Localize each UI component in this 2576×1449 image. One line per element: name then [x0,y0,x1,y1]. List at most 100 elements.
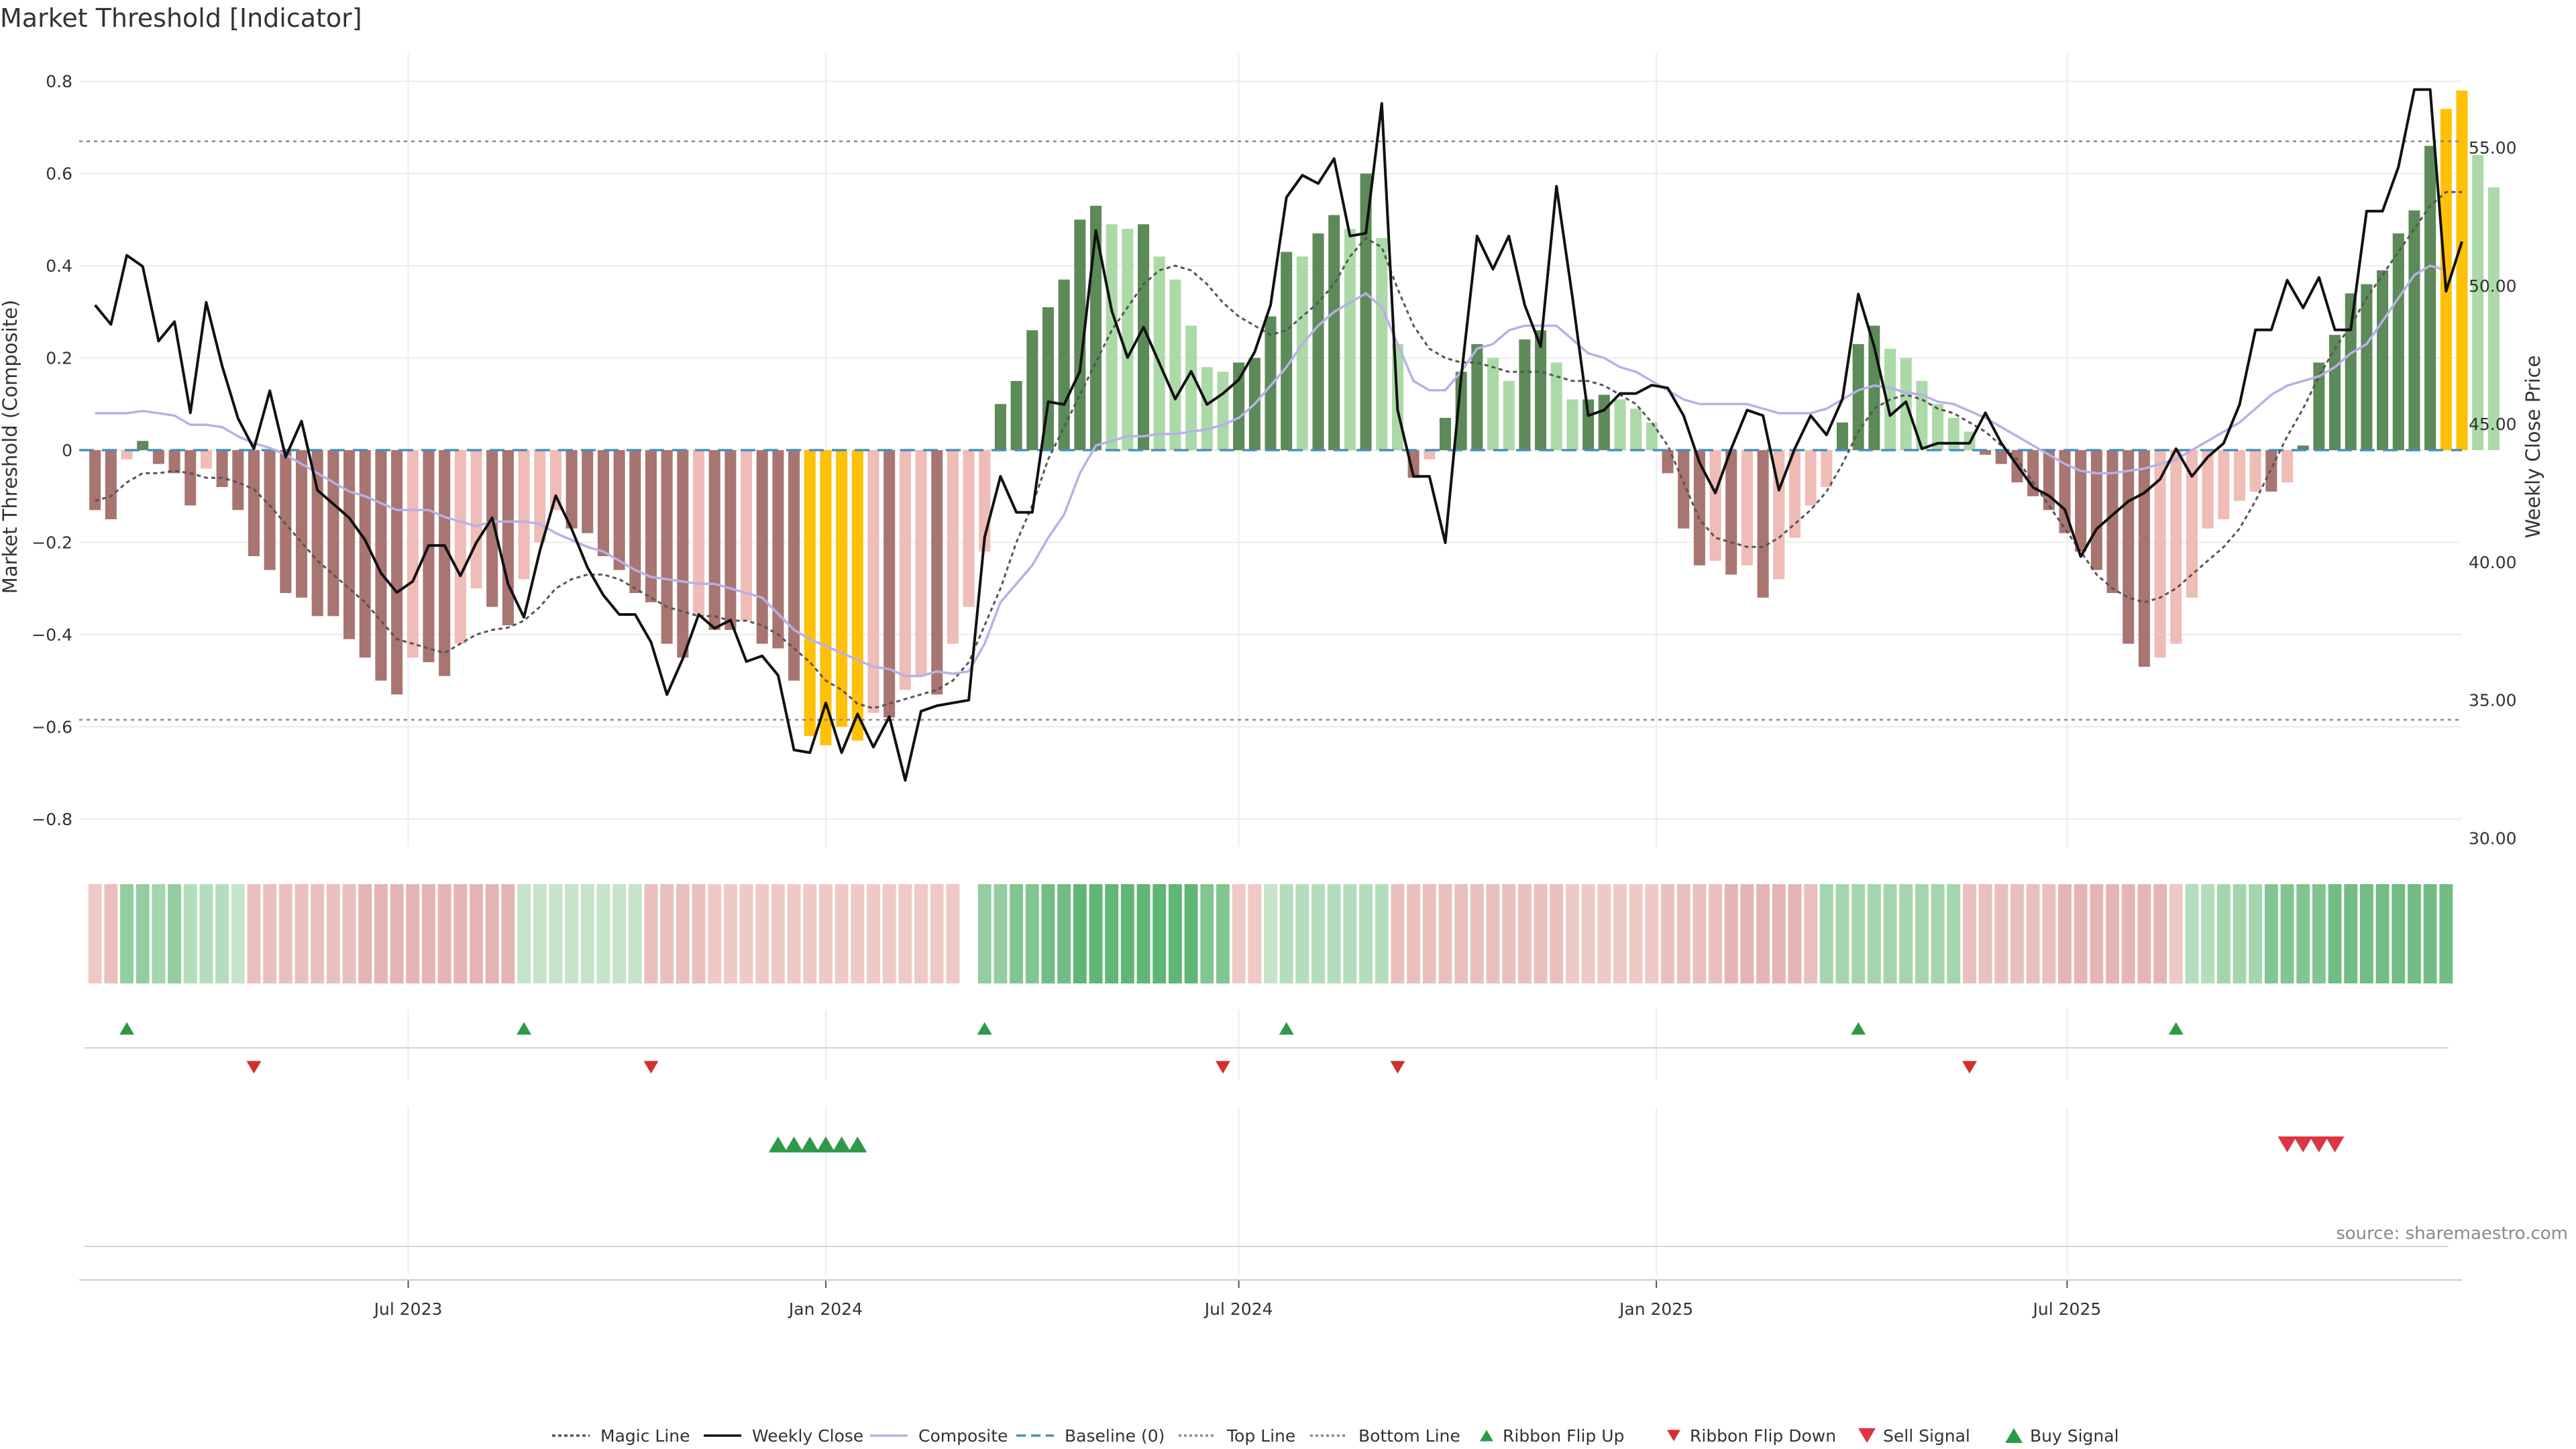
y-right-tick-label: 45.00 [2469,415,2517,434]
ribbon-cell [1105,884,1119,983]
ribbon-cell [1120,884,1134,983]
ribbon-cell [358,884,372,983]
ribbon-flip-down-marker [643,1061,659,1074]
ribbon-flip-up-marker [2168,1022,2184,1035]
ribbon-cell [533,884,547,983]
legend-label: Ribbon Flip Up [1503,1426,1624,1446]
legend-label: Baseline (0) [1065,1426,1165,1446]
composite-bar [1074,219,1086,450]
ribbon-cell [1184,884,1198,983]
composite-bar [2361,284,2373,450]
y-right-tick-label: 50.00 [2469,276,2517,296]
ribbon-cell [1375,884,1389,983]
ribbon-flip-up-marker [1279,1022,1294,1035]
composite-bar [248,450,260,557]
ribbon-cell [263,884,277,983]
ribbon-cell [501,884,515,983]
ribbon-cell [1867,884,1881,983]
y-left-tick-label: 0 [62,441,72,460]
ribbon-cell [374,884,388,983]
ribbon-cell [2169,884,2183,983]
ribbon-cell [1168,884,1182,983]
composite-bar [2329,335,2341,450]
composite-bar [2186,450,2198,598]
weekly-close-line [94,88,2463,782]
composite-bar [280,450,292,594]
composite-bar [232,450,244,511]
ribbon-cell [580,884,594,983]
composite-bar [1281,252,1293,450]
composite-bar [343,450,356,639]
ribbon-cell [2375,884,2390,983]
composite-bar [1058,279,1070,450]
legend-label: Buy Signal [2030,1426,2119,1446]
composite-bar [1312,233,1324,450]
ribbon-cell [1279,884,1293,983]
ribbon-cell [755,884,769,983]
composite-bar [915,450,927,676]
composite-bar [2313,362,2325,450]
composite-line [95,264,2447,678]
ribbon-cell [342,884,356,983]
y-axis-left-label: Market Threshold (Composite) [0,300,21,594]
ribbon-cell [1915,884,1929,983]
composite-bar [1217,372,1229,450]
ribbon-cell [136,884,150,983]
ribbon-cell [1740,884,1754,983]
ribbon-cell [2344,884,2358,983]
ribbon-cell [1645,884,1659,983]
ribbon-cell [294,884,309,983]
ribbon-cell [946,884,960,983]
ribbon-cell [835,884,849,983]
ribbon-cell [898,884,912,983]
composite-bar [327,450,339,616]
ribbon-cell [1676,884,1690,983]
composite-bar [2170,450,2182,644]
composite-bar [629,450,641,594]
ribbon-cell [247,884,261,983]
ribbon-flip-up-marker [1851,1022,1866,1035]
composite-bar [2090,450,2102,570]
ribbon-cell [2106,884,2119,983]
composite-bar [137,441,149,450]
buy-signal-marker [768,1136,788,1152]
composite-bar [677,450,689,658]
ribbon-cell [1470,884,1484,983]
composite-bar [804,450,816,737]
y-right-tick-label: 35.00 [2469,691,2517,710]
y-right-tick-label: 55.00 [2469,138,2517,158]
buy-signal-marker [800,1136,820,1152]
composite-bar [1741,450,1753,566]
ribbon-cell [2249,884,2263,983]
ribbon-cell [2137,884,2151,983]
composite-bar [168,450,180,474]
ribbon-cell [390,884,404,983]
composite-bar [1788,450,1801,538]
ribbon-flip-down-marker [1215,1061,1230,1074]
composite-bar [1376,237,1388,450]
composite-bar [184,450,197,506]
ribbon-cell [1136,884,1150,983]
composite-bar [2249,450,2261,492]
composite-bar [851,450,863,741]
composite-bar [963,450,975,607]
ribbon-cell [676,884,690,983]
ribbon-cell [2058,884,2072,983]
composite-bar [2281,450,2294,483]
ribbon-cell [2392,884,2406,983]
composite-bar [1439,417,1452,450]
composite-bar [1503,380,1515,450]
y-left-tick-label: −0.4 [32,625,72,645]
legend-swatch [2005,1428,2023,1444]
composite-bar [295,450,308,598]
composite-bar [2408,210,2420,450]
ribbon-cell [104,884,118,983]
ribbon-flip-up-marker [119,1022,135,1035]
ribbon-cell [2042,884,2056,983]
ribbon-cell [168,884,182,983]
composite-bar [1185,325,1197,450]
ribbon-flip-up-marker [517,1022,532,1035]
ribbon-cell [723,884,737,983]
ribbon-cell [1724,884,1738,983]
composite-bar [2106,450,2118,594]
